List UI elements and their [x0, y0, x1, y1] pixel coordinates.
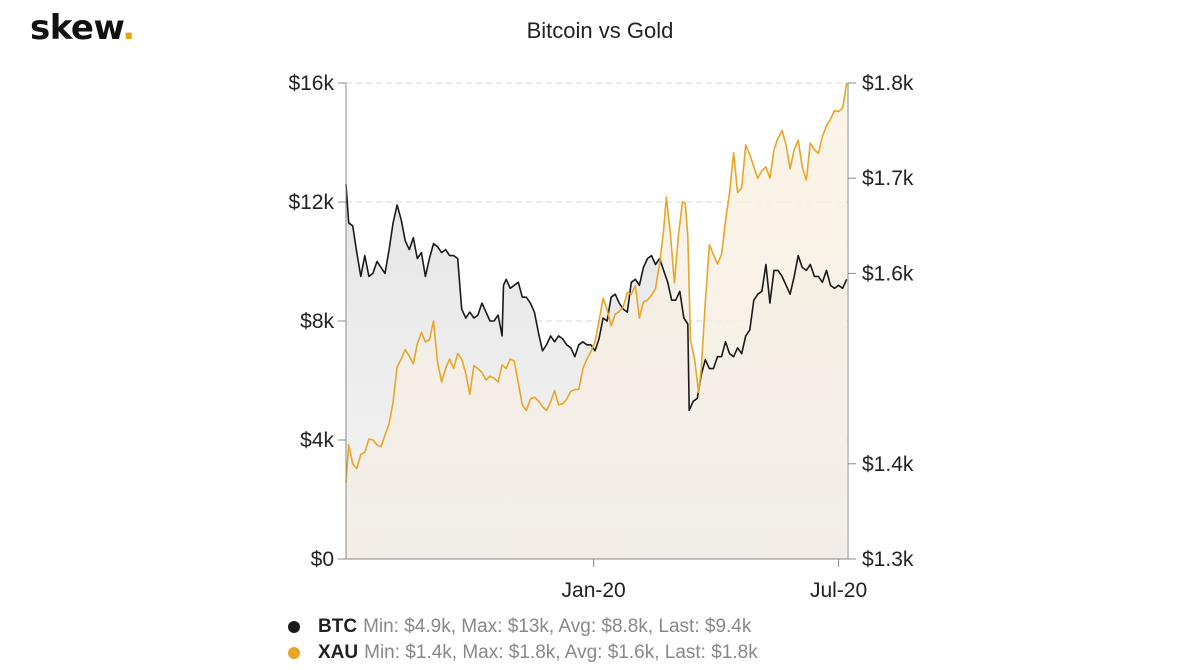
right-tick-label: $1.3k: [862, 548, 914, 571]
x-tick-label: Jan-20: [562, 579, 626, 602]
x-tick-label: Jul-20: [810, 579, 867, 602]
left-tick-label: $0: [311, 548, 334, 571]
legend: BTC Min: $4.9k, Max: $13k, Avg: $8.8k, L…: [288, 614, 758, 666]
right-tick-label: $1.6k: [862, 262, 914, 285]
btc-legend-dot: [288, 621, 300, 633]
left-tick-label: $12k: [288, 191, 334, 214]
xau-legend-dot: [288, 647, 300, 659]
right-tick-label: $1.8k: [862, 72, 914, 95]
xau-area: [346, 83, 847, 559]
right-tick-label: $1.7k: [862, 167, 914, 190]
logo-text: skew: [30, 8, 123, 48]
skew-logo: skew.: [30, 8, 135, 48]
left-tick-label: $16k: [288, 72, 334, 95]
legend-item-xau[interactable]: XAU Min: $1.4k, Max: $1.8k, Avg: $1.6k, …: [288, 640, 758, 666]
left-tick-label: $8k: [300, 310, 334, 333]
chart-title: Bitcoin vs Gold: [526, 18, 674, 43]
xau-legend-stats: Min: $1.4k, Max: $1.8k, Avg: $1.6k, Last…: [364, 642, 758, 663]
left-tick-label: $4k: [300, 429, 334, 452]
legend-item-btc[interactable]: BTC Min: $4.9k, Max: $13k, Avg: $8.8k, L…: [288, 614, 758, 640]
xau-legend-name: XAU: [318, 642, 359, 663]
logo-dot: .: [122, 8, 135, 48]
btc-legend-name: BTC: [318, 616, 358, 637]
btc-legend-stats: Min: $4.9k, Max: $13k, Avg: $8.8k, Last:…: [363, 616, 752, 637]
right-tick-label: $1.4k: [862, 453, 914, 476]
xau-series-line: [345, 82, 848, 483]
btc-series-line: [345, 184, 848, 412]
